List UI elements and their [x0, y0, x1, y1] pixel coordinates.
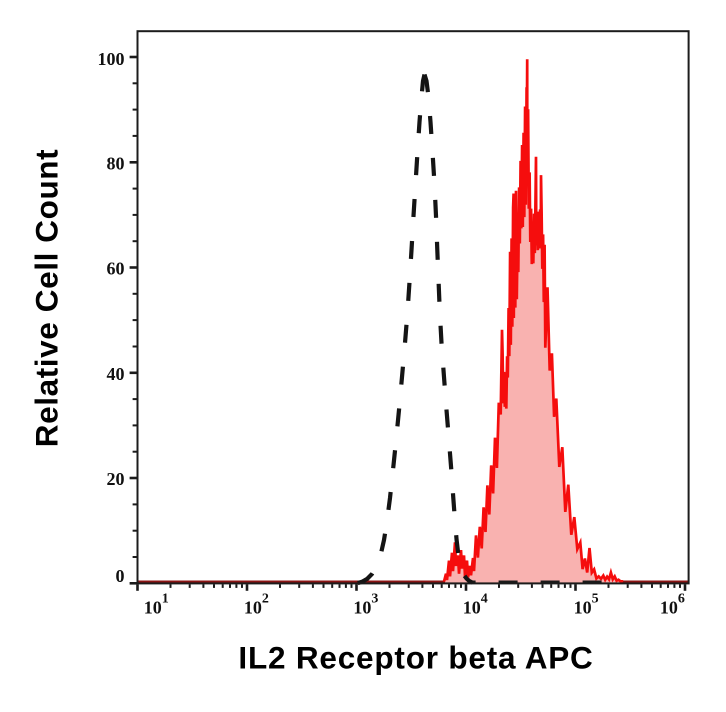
- svg-text:100: 100: [98, 49, 125, 69]
- svg-text:40: 40: [107, 364, 125, 384]
- svg-text:60: 60: [107, 259, 125, 279]
- svg-text:IL2 Receptor beta APC: IL2 Receptor beta APC: [238, 640, 593, 676]
- svg-text:20: 20: [107, 469, 125, 489]
- svg-text:Relative Cell Count: Relative Cell Count: [29, 149, 65, 447]
- svg-text:80: 80: [107, 153, 125, 173]
- svg-text:0: 0: [116, 566, 125, 586]
